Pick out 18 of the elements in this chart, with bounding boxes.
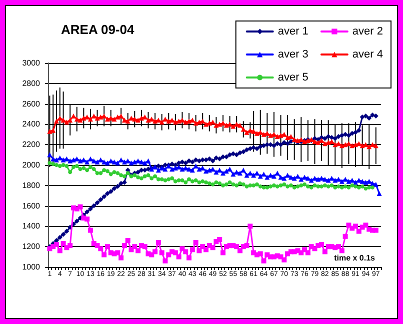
chart-title: AREA 09-04	[61, 22, 135, 37]
y-tick-label: 1600	[22, 201, 41, 210]
y-tick-label: 2800	[22, 78, 41, 88]
legend-label: aver 4	[352, 48, 384, 60]
y-tick-label: 2200	[22, 140, 41, 150]
legend-label: aver 5	[278, 72, 308, 84]
y-tick-label: 2000	[22, 160, 41, 170]
y-tick-label: 1400	[22, 222, 41, 231]
y-tick-label: 1000	[22, 262, 41, 272]
y-tick-label: 1800	[22, 180, 41, 190]
legend-label: aver 2	[352, 26, 384, 38]
y-tick-label: 3000	[22, 58, 41, 68]
y-tick-label: 2400	[22, 120, 41, 129]
y-tick-label: 2600	[22, 99, 41, 108]
legend-label: aver 1	[278, 26, 308, 38]
x-axis-title: time x 0.1s	[334, 254, 376, 262]
y-tick-label: 1200	[22, 242, 41, 252]
legend-label: aver 3	[278, 48, 308, 60]
